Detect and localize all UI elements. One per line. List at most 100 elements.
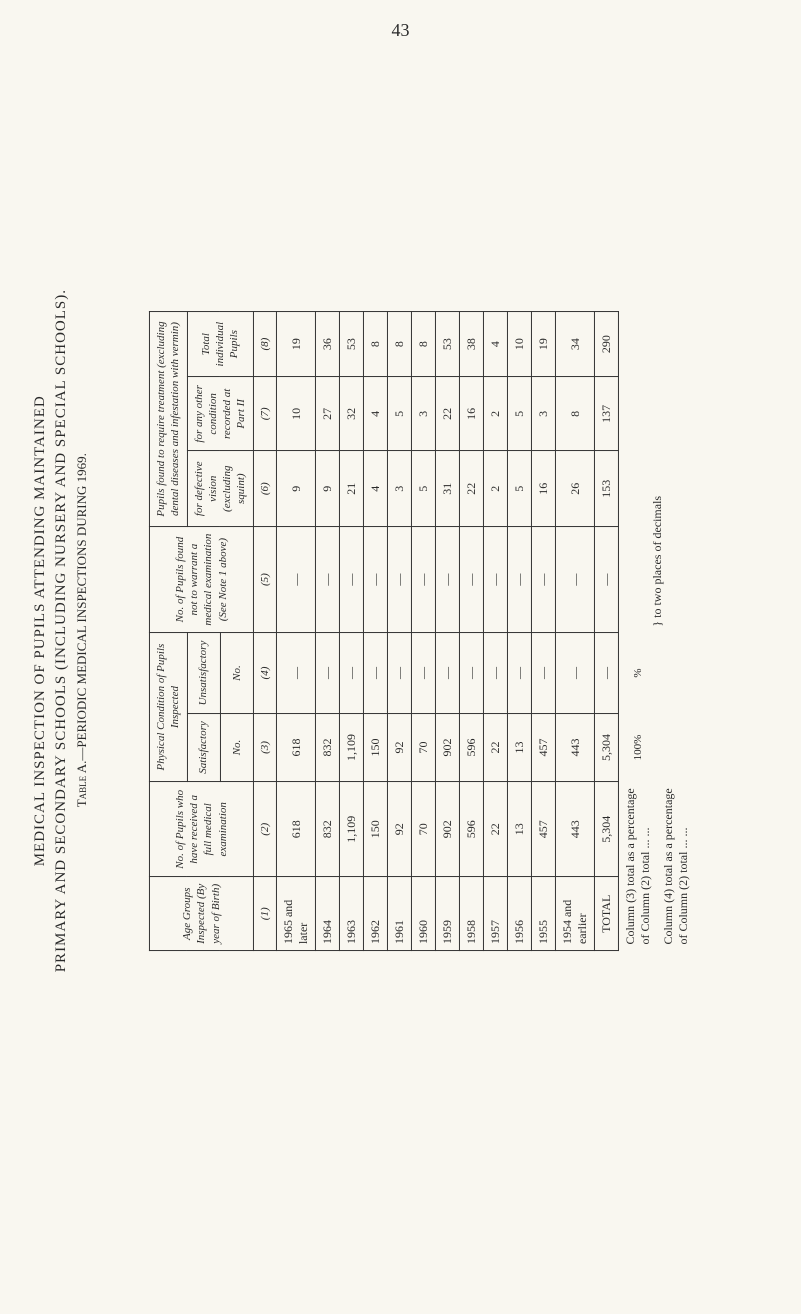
cell-year: 1954 and earlier <box>555 877 594 951</box>
page-number: 43 <box>20 20 781 41</box>
cell-c2: 457 <box>531 782 555 877</box>
table-row: 1958596596——221638 <box>459 311 483 950</box>
table-row: 1964832832——92736 <box>315 311 339 950</box>
cell-c4: — <box>555 633 594 714</box>
cell-c4: — <box>315 633 339 714</box>
cell-c2: 443 <box>555 782 594 877</box>
cell-c3: 618 <box>276 713 315 781</box>
cell-year: 1962 <box>363 877 387 951</box>
cell-c4: — <box>435 633 459 714</box>
colnum-1: (1) <box>253 877 276 951</box>
inspection-data-table: Age Groups Inspected (By year of Birth) … <box>149 311 695 951</box>
cell-c5: — <box>387 526 411 632</box>
cell-c8: 36 <box>315 311 339 376</box>
cell-c7: 8 <box>555 377 594 451</box>
cell-c6: 26 <box>555 451 594 527</box>
header-not-warrant: No. of Pupils found not to warrant a med… <box>149 526 253 632</box>
cell-c4: — <box>531 633 555 714</box>
cell-c4: — <box>387 633 411 714</box>
total-c5: — <box>594 526 618 632</box>
cell-c7: 2 <box>483 377 507 451</box>
header-pupils-examined: No. of Pupils who have received a full m… <box>149 782 253 877</box>
cell-c8: 8 <box>387 311 411 376</box>
total-c4: — <box>594 633 618 714</box>
table-row: 19561313——5510 <box>507 311 531 950</box>
cell-year: 1958 <box>459 877 483 951</box>
cell-c3: 832 <box>315 713 339 781</box>
pct-100: 100% <box>618 713 657 781</box>
cell-c5: — <box>363 526 387 632</box>
cell-c5: — <box>411 526 435 632</box>
cell-year: 1956 <box>507 877 531 951</box>
cell-c8: 8 <box>363 311 387 376</box>
cell-c3: 70 <box>411 713 435 781</box>
header-defective-vision: for defective vision (excluding squint) <box>187 451 253 527</box>
cell-c2: 832 <box>315 782 339 877</box>
cell-c5: — <box>339 526 363 632</box>
header-unsatisfactory-no: No. <box>220 633 253 714</box>
cell-c7: 5 <box>387 377 411 451</box>
cell-c5: — <box>531 526 555 632</box>
cell-year: 1963 <box>339 877 363 951</box>
header-physical-condition-group: Physical Condition of Pupils Inspected <box>149 633 187 782</box>
header-treatment-group: Pupils found to require treatment (exclu… <box>149 311 187 526</box>
cell-c3: 13 <box>507 713 531 781</box>
cell-c7: 5 <box>507 377 531 451</box>
cell-c3: 457 <box>531 713 555 781</box>
cell-c6: 9 <box>315 451 339 527</box>
cell-c4: — <box>411 633 435 714</box>
total-c6: 153 <box>594 451 618 527</box>
header-total-individual: Total individual Pupils <box>187 311 253 376</box>
total-c3: 5,304 <box>594 713 618 781</box>
table-row: 1955457457——16319 <box>531 311 555 950</box>
table-row: 1962150150——448 <box>363 311 387 950</box>
cell-c4: — <box>483 633 507 714</box>
cell-c7: 4 <box>363 377 387 451</box>
cell-c2: 618 <box>276 782 315 877</box>
cell-c8: 38 <box>459 311 483 376</box>
table-row: 19572222——224 <box>483 311 507 950</box>
total-c8: 290 <box>594 311 618 376</box>
report-title-block: MEDICAL INSPECTION OF PUPILS ATTENDING M… <box>20 289 92 972</box>
cell-c6: 9 <box>276 451 315 527</box>
cell-year: 1955 <box>531 877 555 951</box>
table-row: 19607070——538 <box>411 311 435 950</box>
cell-c3: 150 <box>363 713 387 781</box>
colnum-6: (6) <box>253 451 276 527</box>
cell-c8: 53 <box>435 311 459 376</box>
total-c7: 137 <box>594 377 618 451</box>
cell-c6: 5 <box>411 451 435 527</box>
colnum-3: (3) <box>253 713 276 781</box>
cell-c7: 32 <box>339 377 363 451</box>
cell-c4: — <box>276 633 315 714</box>
footnote-col4: Column (4) total as a percentage of Colu… <box>657 782 695 951</box>
cell-c8: 4 <box>483 311 507 376</box>
cell-c3: 1,109 <box>339 713 363 781</box>
cell-c5: — <box>276 526 315 632</box>
total-c2: 5,304 <box>594 782 618 877</box>
title-line-2: PRIMARY AND SECONDARY SCHOOLS (INCLUDING… <box>53 289 69 972</box>
cell-c6: 2 <box>483 451 507 527</box>
colnum-4: (4) <box>253 633 276 714</box>
cell-c4: — <box>339 633 363 714</box>
header-other-condition: for any other condition recorded at Part… <box>187 377 253 451</box>
table-row: 1959902902——312253 <box>435 311 459 950</box>
cell-year: 1964 <box>315 877 339 951</box>
cell-c2: 596 <box>459 782 483 877</box>
cell-c6: 21 <box>339 451 363 527</box>
main-wrapper: MEDICAL INSPECTION OF PUPILS ATTENDING M… <box>20 81 781 1181</box>
colnum-8: (8) <box>253 311 276 376</box>
colnum-7: (7) <box>253 377 276 451</box>
cell-c7: 22 <box>435 377 459 451</box>
cell-c5: — <box>435 526 459 632</box>
cell-c2: 1,109 <box>339 782 363 877</box>
header-satisfactory-no: No. <box>220 713 253 781</box>
cell-c5: — <box>315 526 339 632</box>
cell-year: 1965 and later <box>276 877 315 951</box>
cell-c8: 19 <box>531 311 555 376</box>
cell-c2: 22 <box>483 782 507 877</box>
cell-c7: 16 <box>459 377 483 451</box>
cell-c8: 10 <box>507 311 531 376</box>
total-label: TOTAL <box>594 877 618 951</box>
cell-c8: 8 <box>411 311 435 376</box>
